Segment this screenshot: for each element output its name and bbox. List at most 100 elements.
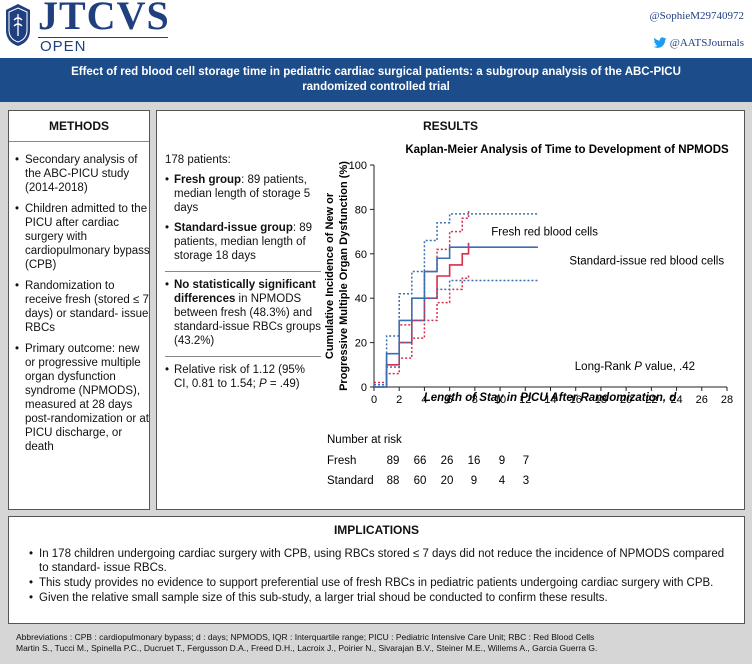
chart-series bbox=[374, 209, 538, 388]
authors: Martin S., Tucci M., Spinella P.C., Ducr… bbox=[16, 643, 598, 653]
risk-table-cell: 20 bbox=[441, 475, 454, 487]
annotation-suffix: value, .42 bbox=[642, 361, 695, 373]
journal-logo-sub: OPEN bbox=[40, 38, 87, 55]
risk-table: Number at risk Fresh 89 66 26 16 9 7 Standard 88 6… bbox=[327, 434, 529, 487]
x-tick-label: 20 bbox=[620, 394, 632, 406]
x-tick-label: 12 bbox=[519, 394, 531, 406]
risk-table-cell: 3 bbox=[523, 475, 529, 487]
results-heading: RESULTS bbox=[422, 119, 479, 133]
chart-labels: Fresh red blood cells Standard-issue red … bbox=[491, 227, 724, 268]
series-label-standard: Standard-issue red blood cells bbox=[569, 255, 724, 267]
x-tick-label: 4 bbox=[421, 394, 427, 406]
annotation-prefix: Long-Rank bbox=[575, 361, 634, 373]
x-tick-label: 2 bbox=[396, 394, 402, 406]
x-tick-label: 6 bbox=[447, 394, 453, 406]
x-tick-label: 16 bbox=[570, 394, 582, 406]
methods-item: Secondary analysis of the ABC-PICU study… bbox=[15, 153, 151, 195]
y-tick-label: 40 bbox=[355, 293, 367, 305]
series-label-fresh: Fresh red blood cells bbox=[491, 227, 598, 239]
x-tick-label: 22 bbox=[645, 394, 657, 406]
implications-item: Given the relative small sample size of … bbox=[29, 591, 729, 605]
results-nosig-item: No statistically significant differences… bbox=[165, 278, 321, 348]
results-divider bbox=[165, 356, 321, 357]
standard-series-line bbox=[374, 246, 538, 388]
x-tick-label: 8 bbox=[472, 394, 478, 406]
x-tick-label: 24 bbox=[670, 394, 682, 406]
standard-label: Standard-issue group bbox=[174, 222, 293, 234]
methods-item: Randomization to receive fresh (stored ≤… bbox=[15, 279, 151, 335]
abbreviations: Abbreviations : CPB : cardiopulmonary by… bbox=[16, 632, 595, 642]
risk-table-cell: 7 bbox=[523, 455, 529, 467]
fresh-detail: : 89 patients, median length of storage … bbox=[174, 174, 311, 214]
results-standard-item: Standard-issue group: 89 patients, media… bbox=[165, 221, 321, 263]
rr-value: = .49) bbox=[266, 378, 300, 390]
implications-item: This study provides no evidence to suppo… bbox=[29, 576, 729, 590]
fresh-upper-ci-line bbox=[374, 209, 470, 384]
nosig-label: No statistically significant differences bbox=[174, 279, 316, 305]
methods-box: METHODS Secondary analysis of the ABC-PI… bbox=[8, 110, 150, 510]
logrank-annotation: Long-Rank P value, .42 bbox=[575, 361, 695, 373]
chart-ylabel-line: Progressive Multiple Organ Dysfunction (… bbox=[338, 161, 350, 391]
logo-divider bbox=[38, 37, 168, 38]
seal-icon bbox=[6, 4, 30, 46]
x-tick-label: 26 bbox=[696, 394, 708, 406]
results-fresh-item: Fresh group: 89 patients, median length … bbox=[165, 173, 321, 215]
risk-table-cell: 4 bbox=[499, 475, 506, 487]
results-intro: 178 patients: bbox=[165, 154, 231, 166]
rr-text: Relative risk of 1.12 (95% CI, 0.81 to 1… bbox=[174, 364, 306, 390]
x-tick-label: 28 bbox=[721, 394, 733, 406]
risk-table-row-label: Fresh bbox=[327, 455, 356, 467]
nosig-detail: in NPMODS between fresh (48.3%) and stan… bbox=[174, 293, 322, 347]
results-box: RESULTS 178 patients: Fresh group: 89 pa… bbox=[156, 110, 745, 510]
x-tick-label: 18 bbox=[595, 394, 607, 406]
risk-table-heading: Number at risk bbox=[327, 434, 402, 446]
methods-list: Secondary analysis of the ABC-PICU study… bbox=[15, 153, 151, 461]
rr-p: P bbox=[259, 378, 267, 390]
risk-table-cell: 66 bbox=[414, 455, 427, 467]
x-tick-label: 0 bbox=[371, 394, 377, 406]
chart-ylabel-line: Cumulative Incidence of New or bbox=[324, 192, 336, 359]
journal-logo: JTCVS bbox=[38, 0, 170, 38]
methods-heading: METHODS bbox=[49, 119, 109, 133]
annotation-p: P bbox=[634, 361, 642, 373]
km-chart: Kaplan-Meier Analysis of Time to Develop… bbox=[324, 144, 733, 487]
standard-upper-ci-line bbox=[374, 213, 538, 386]
risk-table-cell: 89 bbox=[387, 455, 400, 467]
fresh-lower-ci-line bbox=[374, 273, 470, 388]
implications-heading: IMPLICATIONS bbox=[333, 523, 420, 537]
y-tick-label: 20 bbox=[355, 338, 367, 350]
journal-handle: @AATSJournals bbox=[669, 37, 744, 49]
x-tick-label: 14 bbox=[544, 394, 556, 406]
y-tick-label: 100 bbox=[349, 160, 367, 172]
author-handle[interactable]: @SophieM29740972 bbox=[649, 10, 744, 22]
methods-item: Children admitted to the PICU after card… bbox=[15, 202, 151, 272]
twitter-bird-icon bbox=[653, 37, 667, 48]
abstract-title: Effect of red blood cell storage time in… bbox=[0, 58, 752, 102]
x-tick-label: 10 bbox=[494, 394, 506, 406]
risk-table-cell: 88 bbox=[387, 475, 400, 487]
results-rr-item: Relative risk of 1.12 (95% CI, 0.81 to 1… bbox=[165, 363, 321, 391]
journal-handle-row[interactable]: @AATSJournals bbox=[653, 37, 744, 49]
y-tick-label: 80 bbox=[355, 204, 367, 216]
y-tick-label: 0 bbox=[361, 382, 367, 394]
methods-divider bbox=[9, 141, 149, 142]
footer: Abbreviations : CPB : cardiopulmonary by… bbox=[16, 632, 597, 654]
chart-title: Kaplan-Meier Analysis of Time to Develop… bbox=[405, 144, 729, 156]
results-divider bbox=[165, 271, 321, 272]
implications-list: In 178 children undergoing cardiac surge… bbox=[29, 547, 729, 606]
implications-item: In 178 children undergoing cardiac surge… bbox=[29, 547, 729, 575]
risk-table-cell: 9 bbox=[471, 475, 477, 487]
header: JTCVS OPEN @SophieM29740972 @AATSJournal… bbox=[0, 0, 752, 58]
standard-detail: : 89 patients, median length of storage … bbox=[174, 222, 313, 262]
y-tick-label: 60 bbox=[355, 249, 367, 261]
risk-table-cell: 9 bbox=[499, 455, 505, 467]
risk-table-cell: 60 bbox=[414, 475, 427, 487]
fresh-label: Fresh group bbox=[174, 174, 242, 186]
risk-table-cell: 16 bbox=[468, 455, 481, 467]
methods-item: Primary outcome: new or progressive mult… bbox=[15, 342, 151, 454]
fresh-series-line bbox=[374, 242, 470, 388]
chart-ylabel: Cumulative Incidence of New or Progressiv… bbox=[324, 161, 350, 391]
results-summary: 178 patients: Fresh group: 89 patients, … bbox=[165, 153, 321, 391]
implications-box: IMPLICATIONS In 178 children undergoing … bbox=[8, 516, 745, 624]
